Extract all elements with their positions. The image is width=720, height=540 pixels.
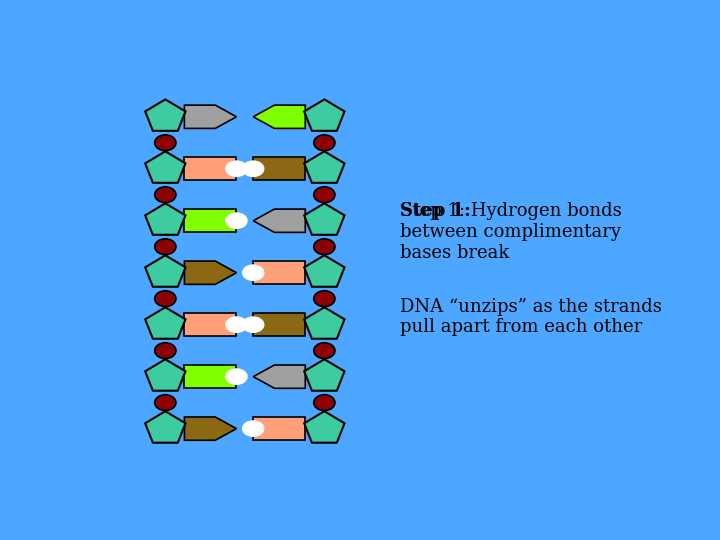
Circle shape bbox=[225, 160, 248, 177]
Polygon shape bbox=[145, 204, 186, 235]
Circle shape bbox=[314, 291, 335, 307]
Polygon shape bbox=[145, 151, 186, 183]
Circle shape bbox=[314, 343, 335, 359]
Circle shape bbox=[155, 239, 176, 255]
Polygon shape bbox=[253, 261, 305, 285]
Polygon shape bbox=[304, 151, 345, 183]
Circle shape bbox=[225, 212, 248, 229]
Polygon shape bbox=[304, 359, 345, 391]
Polygon shape bbox=[184, 209, 236, 232]
Polygon shape bbox=[184, 417, 236, 440]
Circle shape bbox=[242, 264, 264, 281]
Polygon shape bbox=[253, 313, 305, 336]
Circle shape bbox=[155, 135, 176, 151]
Circle shape bbox=[314, 395, 335, 410]
Polygon shape bbox=[184, 157, 236, 180]
Polygon shape bbox=[145, 411, 186, 443]
Polygon shape bbox=[253, 157, 305, 180]
Circle shape bbox=[155, 291, 176, 307]
Polygon shape bbox=[145, 307, 186, 339]
Polygon shape bbox=[145, 359, 186, 391]
Circle shape bbox=[155, 187, 176, 202]
Circle shape bbox=[155, 395, 176, 410]
Circle shape bbox=[225, 368, 248, 385]
Circle shape bbox=[242, 160, 264, 177]
Polygon shape bbox=[304, 307, 345, 339]
Circle shape bbox=[242, 316, 264, 333]
Circle shape bbox=[155, 343, 176, 359]
Text: Step 1:: Step 1: bbox=[400, 202, 470, 220]
Polygon shape bbox=[304, 255, 345, 287]
Polygon shape bbox=[253, 209, 305, 232]
Circle shape bbox=[225, 316, 248, 333]
Circle shape bbox=[314, 135, 335, 151]
Circle shape bbox=[314, 239, 335, 255]
Polygon shape bbox=[145, 99, 186, 131]
Circle shape bbox=[314, 187, 335, 202]
Polygon shape bbox=[145, 255, 186, 287]
Polygon shape bbox=[253, 105, 305, 129]
Circle shape bbox=[242, 420, 264, 437]
Polygon shape bbox=[253, 365, 305, 388]
Polygon shape bbox=[184, 313, 236, 336]
Polygon shape bbox=[253, 417, 305, 440]
Polygon shape bbox=[304, 411, 345, 443]
Polygon shape bbox=[304, 204, 345, 235]
Text: Step 1: Hydrogen bonds
between complimentary
bases break: Step 1: Hydrogen bonds between complimen… bbox=[400, 202, 621, 261]
Polygon shape bbox=[304, 99, 345, 131]
Polygon shape bbox=[184, 261, 236, 285]
Text: DNA “unzips” as the strands
pull apart from each other: DNA “unzips” as the strands pull apart f… bbox=[400, 298, 662, 336]
Polygon shape bbox=[184, 365, 236, 388]
Polygon shape bbox=[184, 105, 236, 129]
